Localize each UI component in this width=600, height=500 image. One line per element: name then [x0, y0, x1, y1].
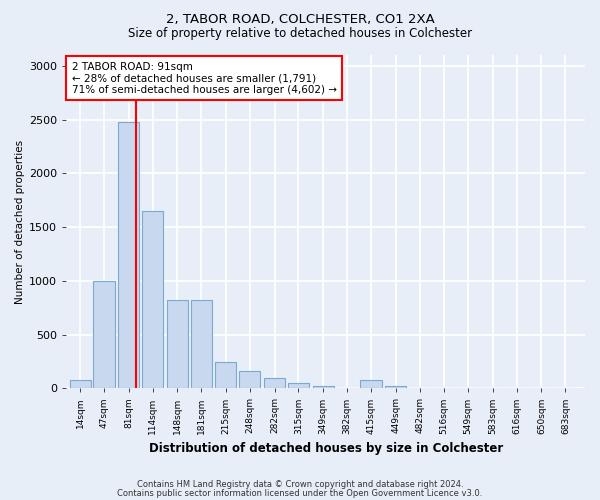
- Text: 2 TABOR ROAD: 91sqm
← 28% of detached houses are smaller (1,791)
71% of semi-det: 2 TABOR ROAD: 91sqm ← 28% of detached ho…: [71, 62, 337, 95]
- Y-axis label: Number of detached properties: Number of detached properties: [15, 140, 25, 304]
- Bar: [215, 362, 236, 388]
- X-axis label: Distribution of detached houses by size in Colchester: Distribution of detached houses by size …: [149, 442, 503, 455]
- Text: Contains public sector information licensed under the Open Government Licence v3: Contains public sector information licen…: [118, 488, 482, 498]
- Text: Size of property relative to detached houses in Colchester: Size of property relative to detached ho…: [128, 28, 472, 40]
- Bar: [167, 300, 188, 388]
- Bar: [313, 386, 334, 388]
- Bar: [70, 380, 91, 388]
- Bar: [288, 383, 309, 388]
- Bar: [142, 211, 163, 388]
- Text: Contains HM Land Registry data © Crown copyright and database right 2024.: Contains HM Land Registry data © Crown c…: [137, 480, 463, 489]
- Bar: [361, 380, 382, 388]
- Bar: [94, 281, 115, 388]
- Text: 2, TABOR ROAD, COLCHESTER, CO1 2XA: 2, TABOR ROAD, COLCHESTER, CO1 2XA: [166, 12, 434, 26]
- Bar: [118, 122, 139, 388]
- Bar: [385, 386, 406, 388]
- Bar: [264, 378, 285, 388]
- Bar: [239, 371, 260, 388]
- Bar: [191, 300, 212, 388]
